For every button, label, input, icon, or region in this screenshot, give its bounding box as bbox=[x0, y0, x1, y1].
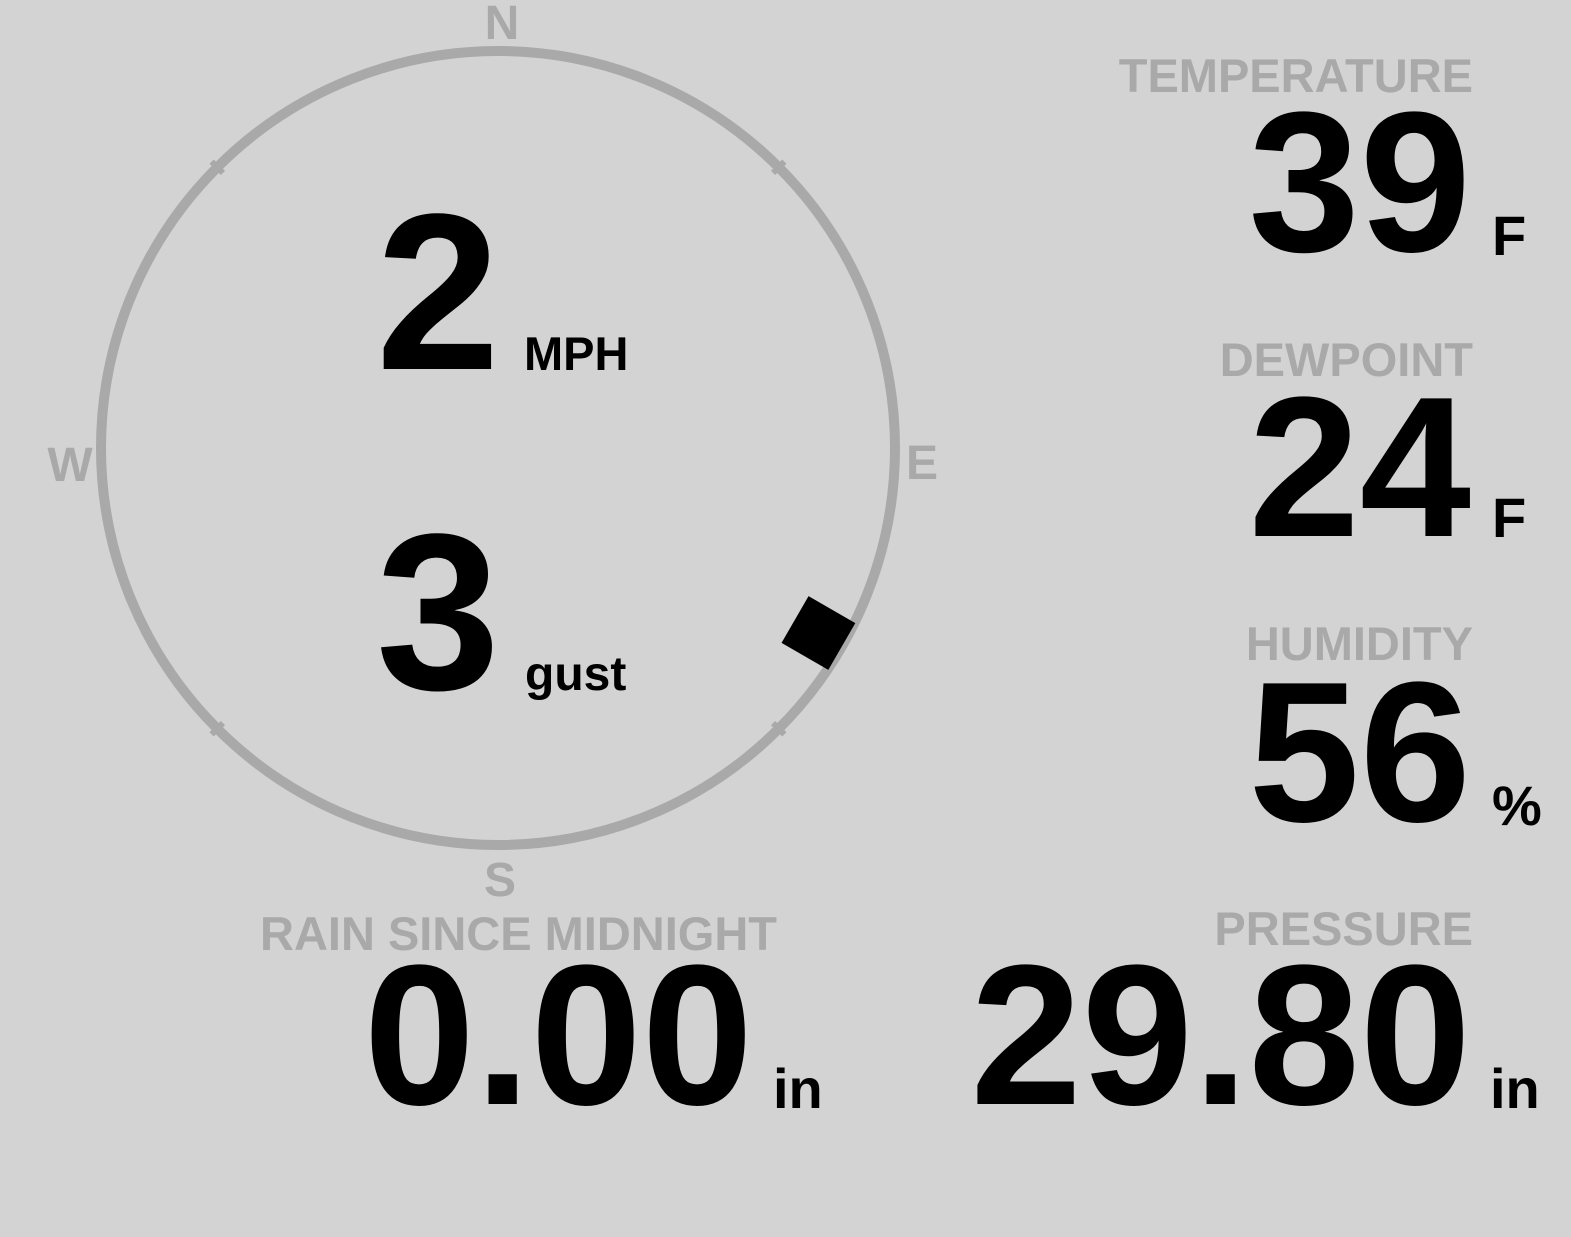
wind-speed-unit: MPH bbox=[524, 327, 629, 380]
pressure-label: PRESSURE bbox=[1214, 902, 1473, 955]
compass-ring bbox=[96, 46, 900, 850]
wind-gust-value: 3 bbox=[375, 488, 500, 737]
dewpoint-value: 24 bbox=[1248, 356, 1471, 579]
dewpoint-label: DEWPOINT bbox=[1219, 333, 1473, 386]
wind-direction-marker bbox=[781, 596, 856, 670]
rain-label: RAIN SINCE MIDNIGHT bbox=[260, 907, 777, 960]
compass-south-label: S bbox=[483, 854, 517, 907]
temperature-unit: F bbox=[1492, 204, 1527, 267]
compass-west-label: W bbox=[47, 439, 93, 492]
compass-tick bbox=[770, 159, 787, 176]
humidity-unit: % bbox=[1492, 774, 1542, 837]
humidity-label: HUMIDITY bbox=[1245, 617, 1473, 670]
pressure-unit: in bbox=[1490, 1057, 1540, 1120]
compass-north-label: N bbox=[484, 0, 520, 50]
compass-tick bbox=[209, 720, 226, 737]
humidity-value: 56 bbox=[1248, 641, 1471, 864]
wind-speed-value: 2 bbox=[375, 168, 500, 417]
temperature-value: 39 bbox=[1248, 71, 1471, 294]
compass-east-label: E bbox=[905, 437, 939, 490]
pressure-value: 29.80 bbox=[970, 924, 1472, 1147]
compass-tick bbox=[209, 159, 226, 176]
rain-unit: in bbox=[773, 1057, 823, 1120]
wind-gust-label: gust bbox=[525, 648, 627, 701]
compass-tick bbox=[770, 720, 787, 737]
rain-value: 0.00 bbox=[363, 924, 753, 1147]
temperature-label: TEMPERATURE bbox=[1118, 49, 1473, 102]
dewpoint-unit: F bbox=[1492, 486, 1527, 549]
